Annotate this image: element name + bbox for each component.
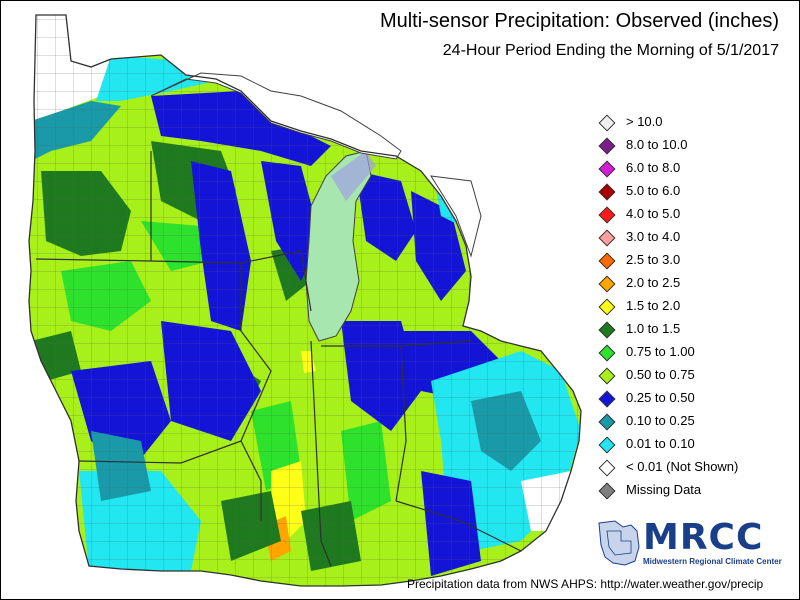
legend-label: 2.5 to 3.0 bbox=[626, 252, 681, 267]
legend-label: 6.0 to 8.0 bbox=[626, 160, 681, 175]
legend-label: Missing Data bbox=[626, 482, 702, 497]
legend-label: 2.0 to 2.5 bbox=[626, 275, 681, 290]
legend-label: 0.25 to 0.50 bbox=[626, 390, 695, 405]
map-subtitle: 24-Hour Period Ending the Morning of 5/1… bbox=[442, 42, 779, 59]
lake-huron bbox=[430, 175, 482, 258]
mrcc-logo: MRCC Midwestern Regional Climate Center bbox=[593, 515, 787, 571]
legend-label: 0.50 to 0.75 bbox=[626, 367, 695, 382]
lake-michigan bbox=[305, 150, 372, 342]
data-credit: Precipitation data from NWS AHPS: http:/… bbox=[407, 577, 764, 591]
mrcc-logo-subtitle: Midwestern Regional Climate Center bbox=[643, 557, 782, 566]
precip-fill bbox=[29, 15, 581, 586]
legend-label: 0.10 to 0.25 bbox=[626, 413, 695, 428]
legend-label: 1.0 to 1.5 bbox=[626, 321, 681, 336]
mrcc-map-icon bbox=[598, 520, 640, 566]
legend-label: 3.0 to 4.0 bbox=[626, 229, 681, 244]
map-title: Multi-sensor Precipitation: Observed (in… bbox=[379, 10, 779, 32]
legend-label: 8.0 to 10.0 bbox=[626, 137, 688, 152]
legend-label: 0.01 to 0.10 bbox=[626, 436, 695, 451]
legend-label: < 0.01 (Not Shown) bbox=[626, 459, 739, 474]
legend-label: 1.5 to 2.0 bbox=[626, 298, 681, 313]
legend-label: 0.75 to 1.00 bbox=[626, 344, 695, 359]
mrcc-logo-text: MRCC bbox=[643, 517, 764, 558]
legend-label: 5.0 to 6.0 bbox=[626, 183, 681, 198]
lake-superior bbox=[150, 72, 402, 160]
legend-label: > 10.0 bbox=[626, 114, 663, 129]
state-borders bbox=[35, 151, 522, 567]
legend-label: 4.0 to 5.0 bbox=[626, 206, 681, 221]
